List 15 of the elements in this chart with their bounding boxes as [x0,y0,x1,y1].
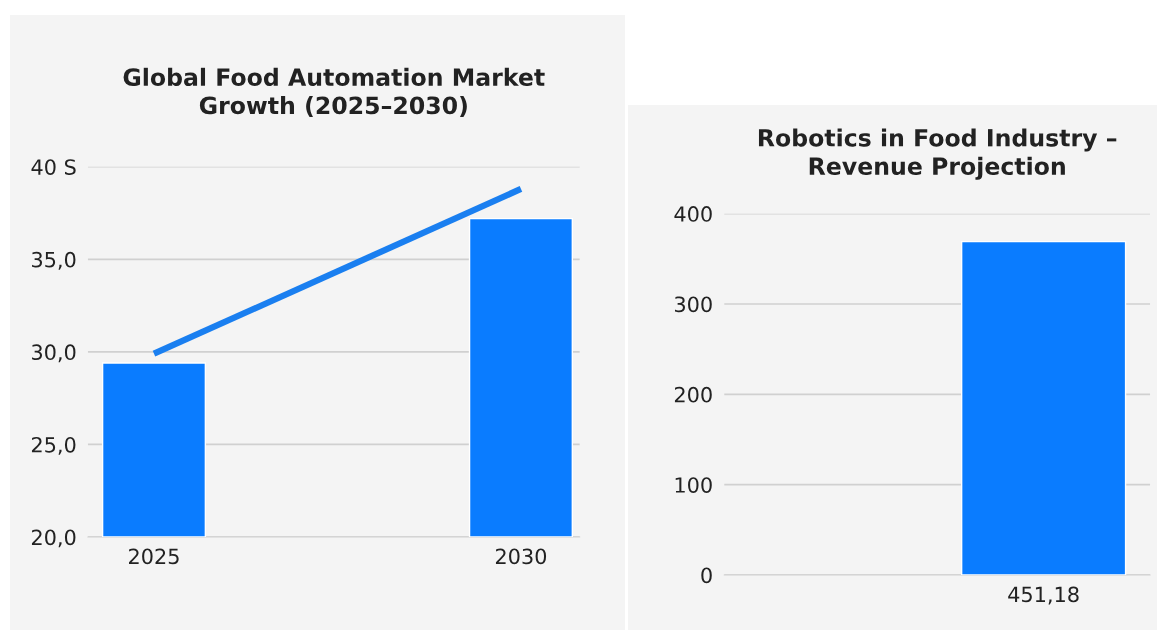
y-tick-label: 200 [674,386,712,403]
y-tick-label: 25,0 [31,436,76,455]
y-tick-label: 0 [701,567,712,584]
y-tick-label: 400 [674,206,712,222]
y-tick-label: 30,0 [32,344,76,363]
y-tick-label: 100 [675,477,712,493]
y-tick-label: 20,0 [31,529,76,548]
y-tick-label: 35,0 [32,251,76,270]
y-tick-label: 40 S [31,159,76,175]
x-tick-label: 451,18 [1008,586,1079,605]
x-tick-label: 2025 [129,548,179,565]
chart-title: Robotics in Food Industry – Revenue Projection [758,128,1117,180]
chart-title: Global Food Automation Market Growth (2025–2030) [123,67,545,118]
y-tick-label: 300 [674,296,712,313]
x-tick-label: 2030 [495,548,547,565]
